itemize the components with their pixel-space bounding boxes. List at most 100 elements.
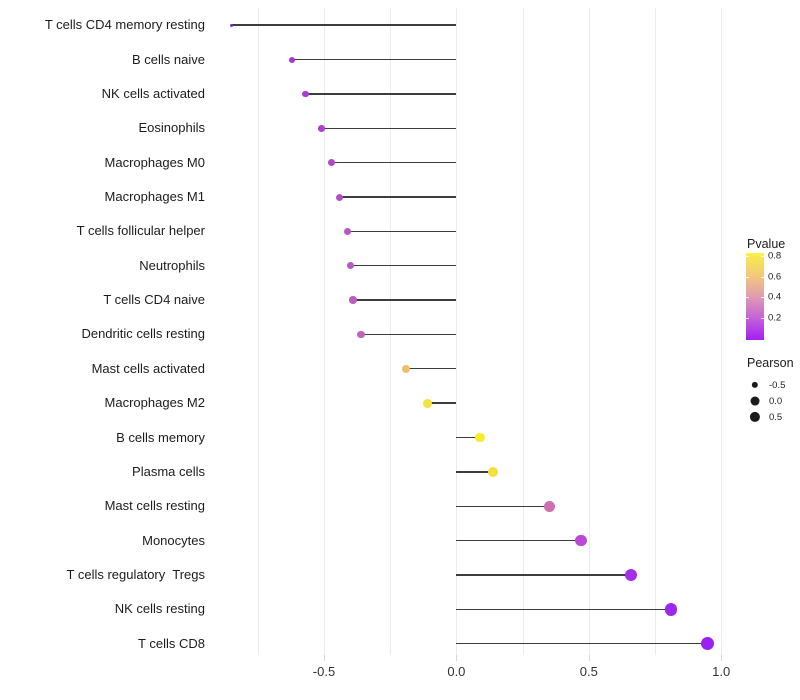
pvalue-colorbar-tick: [761, 276, 764, 278]
pvalue-tick-label: 0.8: [768, 250, 782, 262]
y-axis-label: T cells regulatory Tregs: [66, 566, 205, 582]
data-point: [488, 466, 499, 477]
pvalue-colorbar-tick: [761, 297, 764, 299]
y-axis-label: T cells CD8: [138, 635, 205, 651]
gridline: [655, 8, 656, 655]
lollipop-stem: [331, 162, 457, 164]
lollipop-stem: [456, 608, 671, 610]
lollipop-stem: [321, 127, 457, 130]
data-point: [575, 534, 587, 547]
pearson-legend-dot: [749, 411, 761, 423]
data-point: [664, 602, 678, 616]
x-tick-label: 0.0: [447, 664, 466, 679]
y-axis-label: B cells naive: [132, 51, 205, 67]
pvalue-colorbar-tick: [746, 317, 749, 319]
lollipop-stem: [339, 196, 457, 198]
lollipop-stem: [231, 24, 457, 27]
gridline: [324, 8, 325, 655]
x-axis-tick: [456, 655, 458, 661]
pearson-legend-dot-box: [747, 409, 763, 425]
pvalue-tick-label: 0.6: [768, 271, 782, 283]
gridline: [522, 8, 524, 655]
data-point: [344, 227, 352, 236]
pearson-legend-title: Pearson: [747, 356, 794, 370]
lollipop-stem: [347, 230, 457, 233]
pvalue-colorbar-tick: [761, 256, 764, 258]
gridline: [257, 8, 259, 655]
data-point: [543, 500, 555, 512]
y-axis-label: Eosinophils: [138, 120, 206, 136]
x-axis-tick: [721, 655, 723, 661]
pearson-legend-label: -0.5: [769, 379, 786, 391]
lollipop-stem: [305, 93, 457, 95]
pvalue-tick-label: 0.2: [768, 312, 782, 324]
x-tick-label: 1.0: [712, 664, 731, 679]
y-axis-label: Plasma cells: [132, 463, 205, 479]
pvalue-colorbar-tick: [746, 297, 749, 299]
y-axis-label: T cells CD4 naive: [103, 292, 205, 308]
lollipop-stem: [456, 574, 632, 576]
y-axis-label: Monocytes: [142, 532, 205, 548]
lollipop-stem: [353, 299, 457, 301]
lollipop-stem: [456, 539, 581, 542]
pearson-legend-dot: [750, 396, 760, 406]
y-axis-label: Macrophages M2: [104, 395, 205, 411]
data-point: [701, 637, 715, 651]
lollipop-stem: [456, 642, 708, 645]
lollipop-stem: [350, 265, 457, 267]
data-point: [422, 398, 432, 408]
gridline: [721, 8, 723, 655]
data-point: [336, 193, 344, 201]
data-point: [625, 568, 638, 581]
pvalue-colorbar-tick: [746, 276, 749, 278]
data-point: [302, 90, 309, 98]
x-tick-label: 0.5: [579, 664, 598, 679]
pearson-legend-dot-box: [747, 393, 763, 409]
pearson-legend-item: 0.0: [747, 393, 782, 409]
data-point: [229, 23, 233, 27]
gridline: [390, 8, 392, 655]
lollipop-stem: [456, 436, 481, 439]
pvalue-tick-label: 0.4: [768, 291, 782, 303]
x-axis-tick: [588, 655, 590, 661]
pvalue-colorbar: [746, 253, 764, 340]
data-point: [401, 364, 411, 374]
pvalue-colorbar-tick: [761, 317, 764, 319]
y-axis-label: Mast cells resting: [104, 498, 205, 514]
y-axis-label: Macrophages M1: [104, 189, 205, 205]
lollipop-stem: [292, 58, 457, 61]
y-axis-label: Mast cells activated: [91, 360, 205, 376]
y-axis-label: B cells memory: [116, 429, 205, 445]
gridline: [456, 8, 458, 655]
data-point: [475, 432, 486, 443]
y-axis-label: NK cells resting: [114, 601, 205, 617]
y-axis-label: Macrophages M0: [104, 154, 205, 170]
y-axis-label: Dendritic cells resting: [81, 326, 205, 342]
y-axis-label: T cells CD4 memory resting: [44, 17, 205, 33]
pvalue-colorbar-tick: [746, 256, 749, 258]
lollipop-stem: [427, 402, 457, 404]
pvalue-legend-title: Pvalue: [747, 237, 786, 251]
pearson-legend-item: -0.5: [747, 377, 785, 393]
pearson-legend-dot-box: [747, 377, 763, 393]
y-axis-label: T cells follicular helper: [76, 223, 205, 239]
data-point: [289, 56, 296, 63]
x-tick-label: -0.5: [312, 664, 336, 679]
data-point: [328, 159, 336, 167]
pearson-legend-label: 0.0: [769, 395, 783, 407]
lollipop-stem: [456, 505, 550, 507]
gridline: [588, 8, 590, 655]
y-axis-label: NK cells activated: [101, 86, 205, 101]
pearson-legend-item: 0.5: [747, 409, 782, 425]
lollipop-stem: [406, 368, 457, 370]
y-axis-label: Neutrophils: [139, 257, 205, 273]
data-point: [357, 330, 365, 339]
data-point: [318, 125, 325, 132]
data-point: [346, 262, 355, 270]
x-axis-tick: [324, 655, 325, 661]
data-point: [349, 296, 357, 304]
lollipop-stem: [361, 333, 457, 336]
pearson-legend-dot: [751, 381, 759, 389]
pearson-legend-label: 0.5: [769, 411, 783, 423]
lollipop-stem: [456, 471, 494, 473]
